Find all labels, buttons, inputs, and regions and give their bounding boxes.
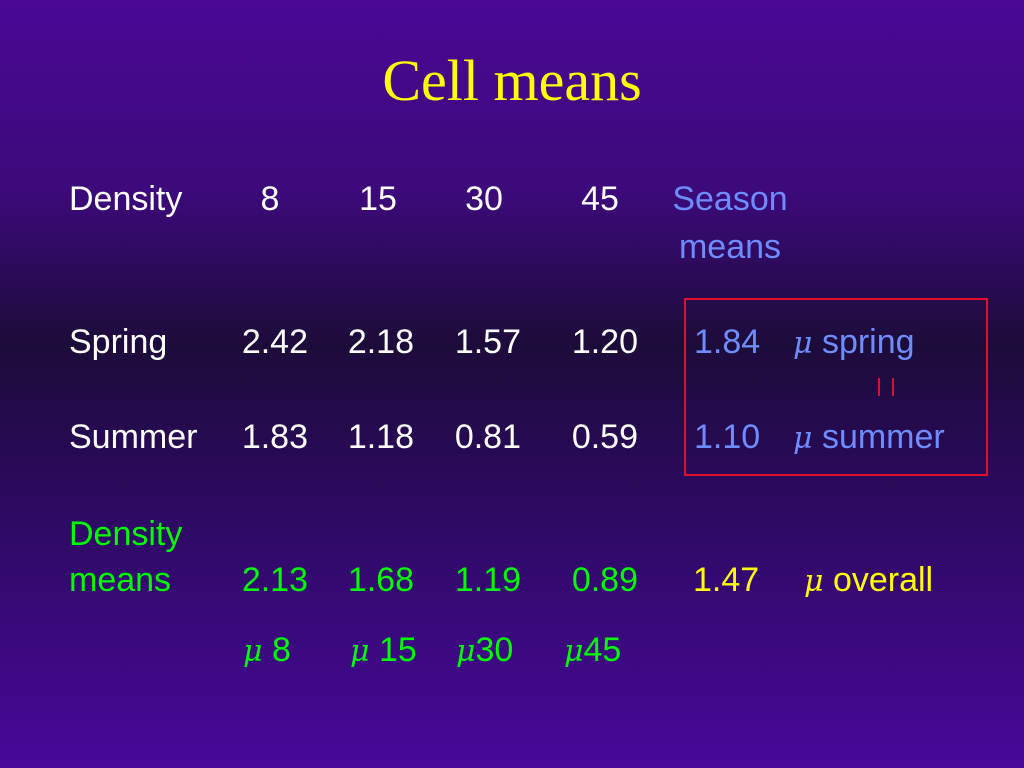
mu-density-45: μ45: [564, 633, 621, 667]
column-header-15: 15: [359, 180, 397, 218]
equals-marks: [876, 378, 896, 396]
mu-symbol: μ: [804, 564, 824, 599]
season-means-header-line2: means: [678, 228, 782, 266]
density-mean-15: 1.68: [347, 561, 414, 599]
cell-summer-45: 0.59: [571, 418, 638, 456]
density-mean-30: 1.19: [454, 561, 521, 599]
column-header-45: 45: [581, 180, 619, 218]
cell-spring-30: 1.57: [454, 323, 521, 361]
density-means-label-line1: Density: [69, 515, 183, 553]
column-header-8: 8: [260, 180, 280, 218]
density-mean-45: 0.89: [571, 561, 638, 599]
slide-title: Cell means: [382, 48, 642, 113]
row-label-summer: Summer: [69, 418, 198, 456]
mu-symbol: μ: [456, 634, 476, 669]
mu-overall-label: overall: [832, 561, 934, 599]
density-mean-8: 2.13: [241, 561, 308, 599]
equals-mark-right: [892, 378, 894, 396]
equals-mark-left: [878, 378, 880, 396]
row-label-spring: Spring: [69, 323, 168, 361]
mu-symbol: μ: [350, 634, 370, 669]
mu-density-45-label: 45: [583, 631, 622, 669]
mu-symbol: μ: [793, 421, 813, 456]
mu-summer-label: summer: [821, 418, 945, 456]
mu-symbol: μ: [564, 634, 584, 669]
mu-overall: μ overall: [804, 563, 933, 597]
mu-density-15: μ 15: [350, 633, 417, 667]
season-means-header-line1: Season: [672, 180, 788, 218]
overall-mean: 1.47: [693, 561, 760, 599]
mu-density-30-label: 30: [475, 631, 514, 669]
density-header-label: Density: [69, 180, 183, 218]
mu-density-15-label: 15: [378, 631, 417, 669]
cell-spring-8: 2.42: [241, 323, 308, 361]
mu-spring-label: spring: [821, 323, 915, 361]
mu-symbol: μ: [793, 326, 813, 361]
column-header-30: 30: [465, 180, 503, 218]
mu-density-8: μ 8: [243, 633, 291, 667]
density-means-label-line2: means: [69, 561, 172, 599]
cell-summer-8: 1.83: [241, 418, 308, 456]
season-means-box: [684, 298, 988, 476]
cell-spring-15: 2.18: [347, 323, 414, 361]
mu-density-30: μ30: [456, 633, 513, 667]
mu-density-8-label: 8: [271, 631, 291, 669]
mu-summer: μ summer: [793, 420, 945, 454]
cell-summer-30: 0.81: [454, 418, 521, 456]
cell-summer-15: 1.18: [347, 418, 414, 456]
mu-spring: μ spring: [793, 325, 915, 359]
cell-spring-45: 1.20: [571, 323, 638, 361]
season-mean-summer: 1.10: [694, 418, 761, 456]
mu-symbol: μ: [243, 634, 263, 669]
season-mean-spring: 1.84: [694, 323, 761, 361]
